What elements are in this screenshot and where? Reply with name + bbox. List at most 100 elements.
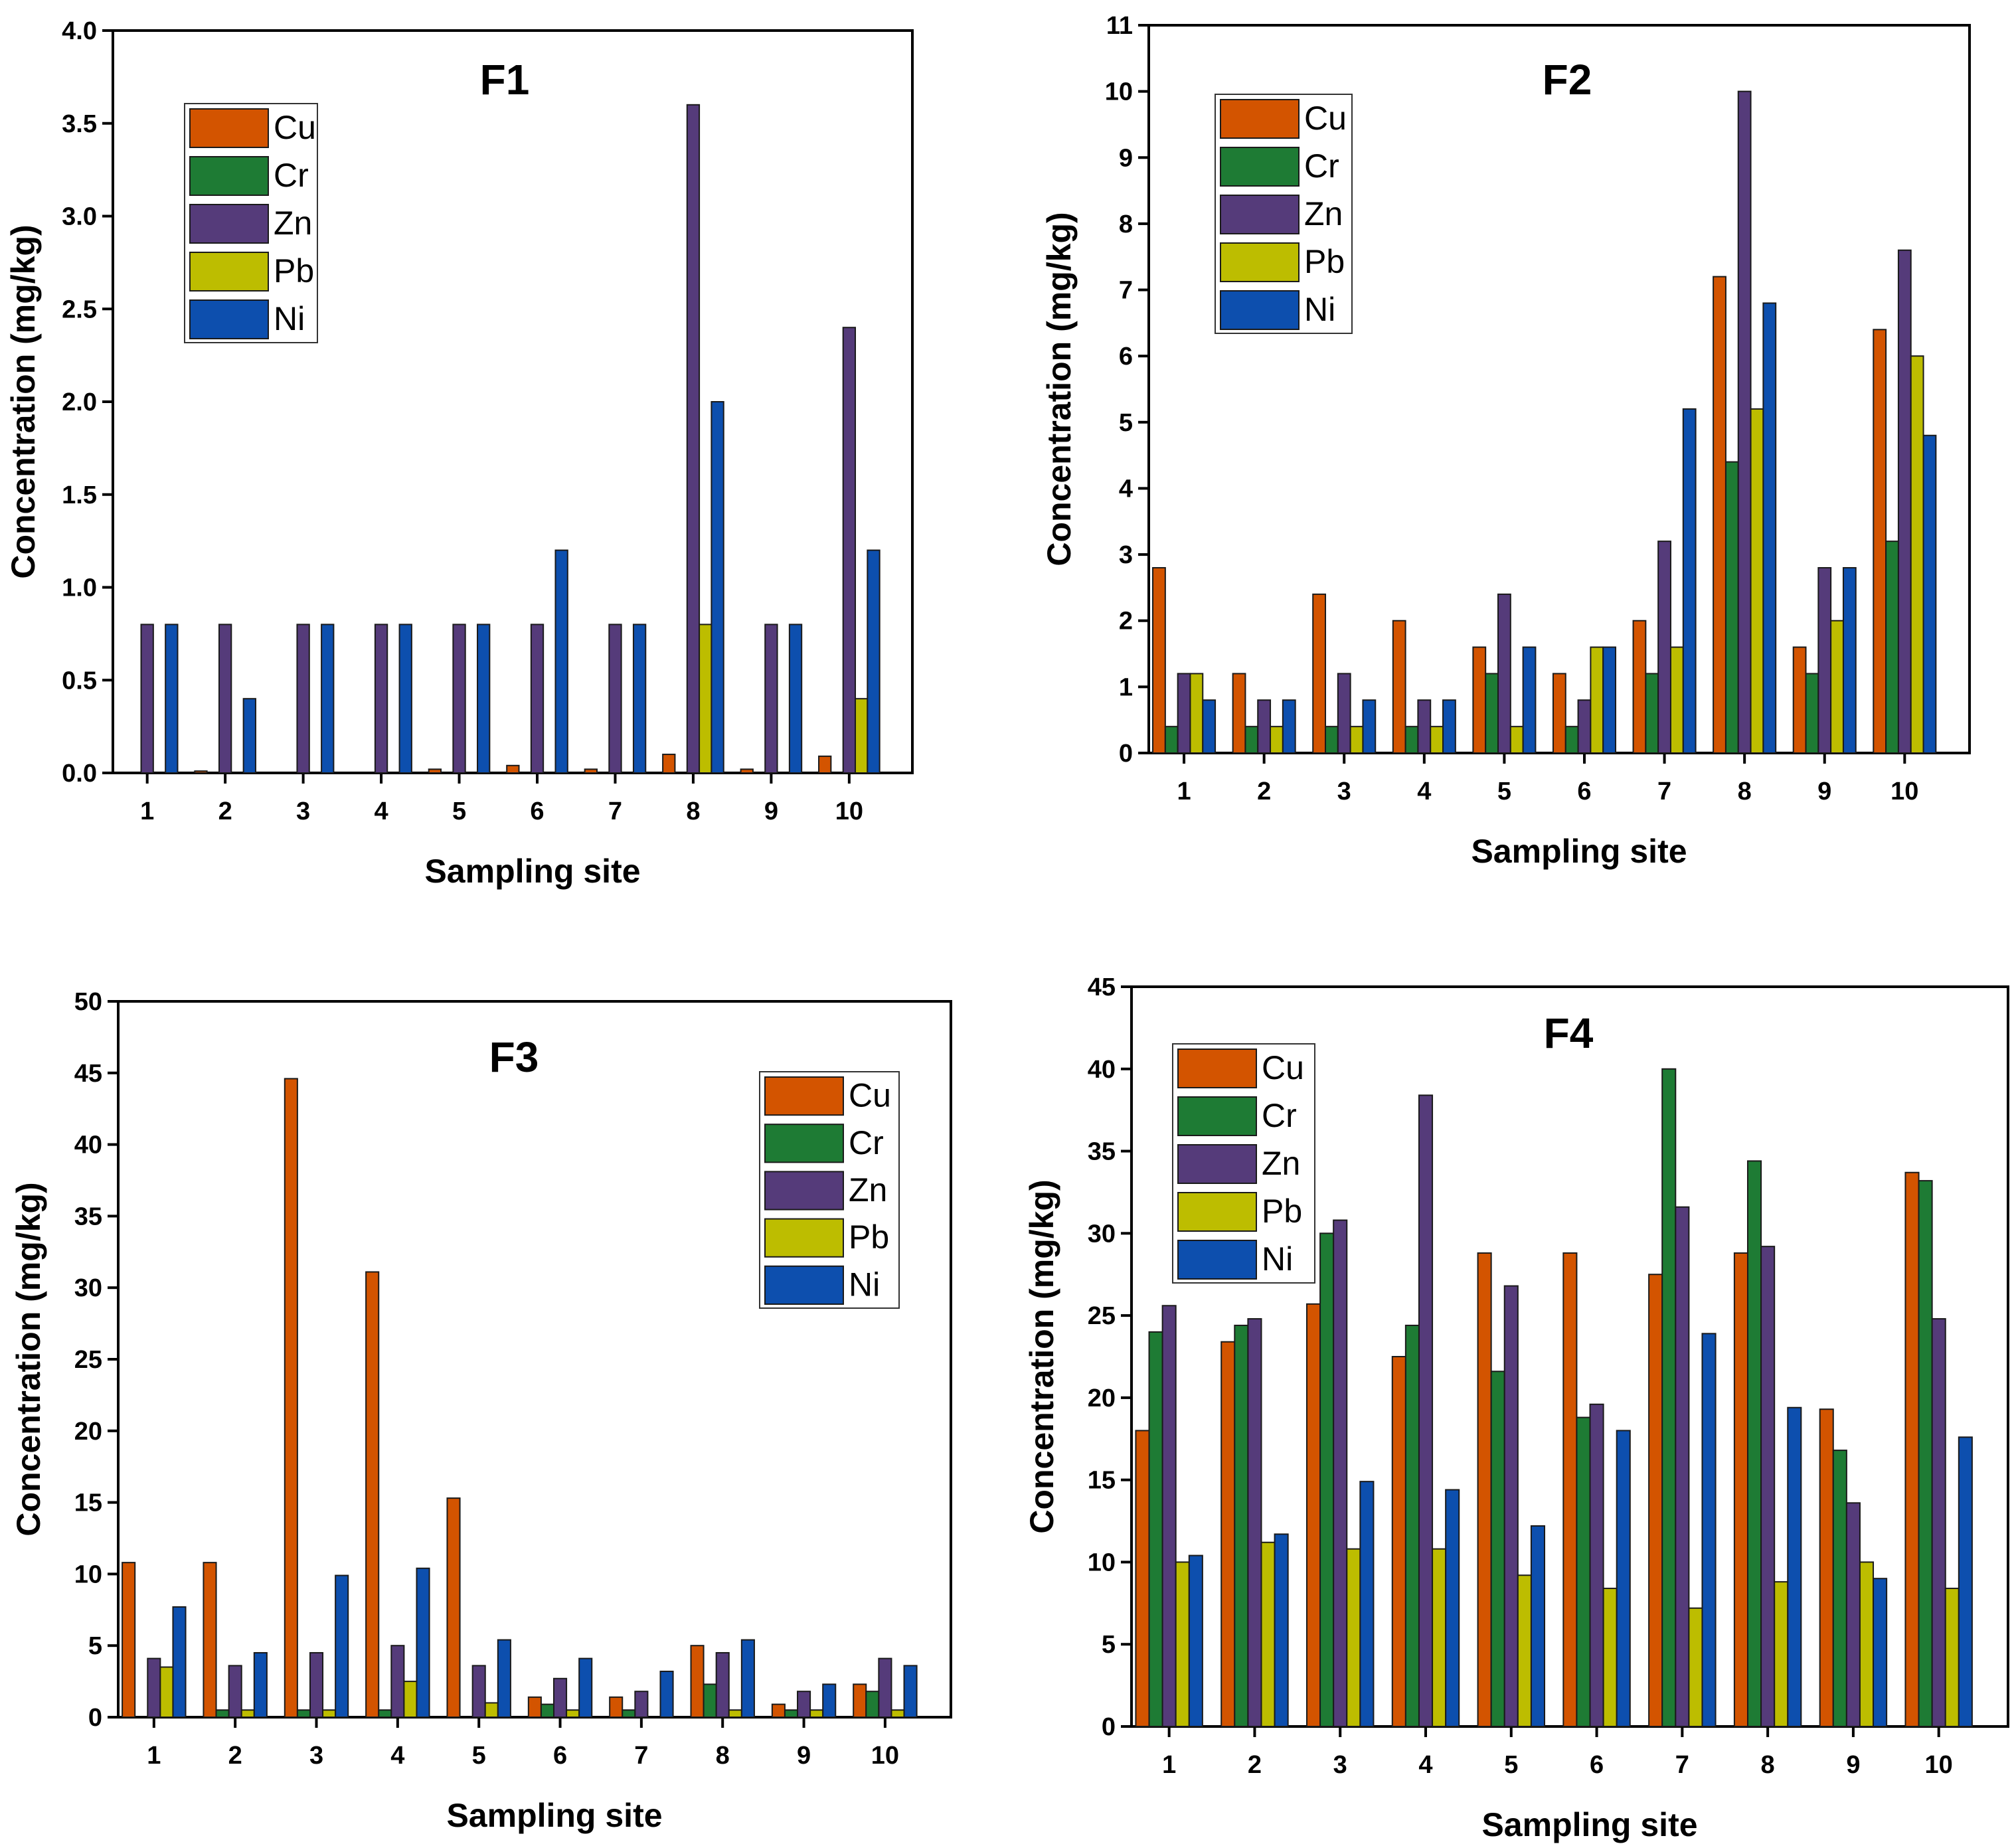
- y-tick-label: 8: [1119, 210, 1133, 238]
- bar-cr-site-2: [1234, 1324, 1249, 1728]
- x-tick-label: 3: [1337, 778, 1351, 805]
- bar-pb-site-6: [1590, 646, 1604, 754]
- bar-zn-site-4: [390, 1645, 405, 1718]
- x-tick-label: 9: [764, 797, 778, 825]
- bar-cr-site-9: [784, 1709, 799, 1718]
- bar-pb-site-5: [1517, 1574, 1532, 1727]
- bar-ni-site-4: [398, 624, 412, 774]
- legend-swatch-cu: [189, 108, 269, 148]
- bar-pb-site-10: [1910, 355, 1924, 754]
- bar-zn-site-8: [686, 104, 701, 774]
- x-axis-title: Sampling site: [446, 1797, 662, 1834]
- y-tick-label: 10: [1105, 78, 1133, 106]
- bar-cu-site-9: [740, 768, 754, 774]
- x-tick-label: 4: [390, 1742, 404, 1770]
- y-tick-label: 7: [1119, 277, 1133, 305]
- bar-cu-site-8: [1733, 1252, 1748, 1728]
- y-tick-label: 35: [1088, 1138, 1116, 1166]
- bar-zn-site-1: [1177, 673, 1191, 754]
- y-tick-label: 15: [1088, 1467, 1116, 1495]
- bar-cu-site-1: [1152, 567, 1166, 754]
- bar-cu-site-4: [365, 1271, 380, 1718]
- x-tick-label: 6: [530, 797, 544, 825]
- bar-pb-site-9: [809, 1709, 824, 1718]
- bar-zn-site-5: [471, 1665, 486, 1719]
- legend-swatch-pb: [1220, 242, 1300, 282]
- y-tick-label: 0: [1119, 740, 1133, 768]
- y-tick-label: 5: [1119, 409, 1133, 437]
- x-tick-label: 10: [871, 1742, 899, 1770]
- x-tick-label: 4: [375, 797, 388, 825]
- bar-ni-site-3: [321, 624, 335, 774]
- bar-ni-site-1: [1202, 699, 1217, 754]
- x-tick-label: 6: [553, 1742, 567, 1770]
- x-tick-label: 6: [1590, 1751, 1604, 1779]
- x-tick-label: 7: [1657, 778, 1671, 805]
- bar-ni-site-4: [1445, 1489, 1460, 1728]
- y-tick-label: 25: [1088, 1302, 1116, 1330]
- legend-swatch-cu: [1177, 1049, 1257, 1088]
- bar-cr-site-1: [1164, 726, 1179, 754]
- y-tick-label: 35: [74, 1203, 102, 1230]
- legend-swatch-ni: [189, 299, 269, 339]
- bar-pb-site-6: [1602, 1588, 1618, 1727]
- bar-cu-site-10: [1904, 1171, 1920, 1727]
- x-tick-label: 5: [472, 1742, 486, 1770]
- bar-pb-site-4: [1430, 726, 1444, 754]
- bar-pb-site-3: [1349, 726, 1364, 754]
- bar-zn-site-2: [228, 1665, 242, 1719]
- bar-ni-site-6: [554, 549, 568, 774]
- legend: Cu Cr Zn Pb Ni: [1172, 1043, 1315, 1284]
- legend-label-cu: Cu: [849, 1077, 891, 1114]
- x-axis-title: Sampling site: [1471, 833, 1687, 870]
- bar-cu-site-4: [1392, 620, 1406, 754]
- bar-ni-site-6: [578, 1657, 593, 1719]
- bar-ni-site-7: [1701, 1333, 1717, 1727]
- bar-zn-site-9: [1817, 567, 1832, 754]
- y-tick-label: 10: [1088, 1549, 1116, 1576]
- bar-zn-site-3: [1337, 673, 1351, 754]
- bar-zn-site-2: [1247, 1318, 1262, 1728]
- bar-zn-site-8: [1760, 1246, 1776, 1728]
- bar-cu-site-10: [1873, 329, 1887, 754]
- y-tick-label: 20: [1088, 1384, 1116, 1412]
- legend-label-cr: Cr: [1304, 147, 1339, 185]
- legend-swatch-zn: [1177, 1144, 1257, 1184]
- bar-cr-site-3: [1319, 1232, 1335, 1728]
- legend-label-zn: Zn: [849, 1171, 887, 1209]
- bar-cu-site-4: [1391, 1356, 1406, 1727]
- x-tick-label: 6: [1577, 778, 1591, 805]
- bar-ni-site-9: [1873, 1578, 1888, 1727]
- y-tick-label: 3: [1119, 541, 1133, 569]
- bar-ni-site-10: [1922, 434, 1937, 754]
- bar-ni-site-9: [788, 624, 803, 774]
- bar-cu-site-8: [662, 754, 676, 774]
- chart-f1: 0.0 0.5 1.0 1.5 2.0 2.5 3.0 3.5 4.0 1 2 3 4 5 6 7 8 9 10 F1…: [5, 17, 914, 890]
- bar-cr-site-7: [1645, 673, 1659, 754]
- legend-label-ni: Ni: [1304, 291, 1335, 328]
- bar-ni-site-4: [1442, 699, 1456, 754]
- bar-ni-site-2: [1274, 1533, 1289, 1728]
- bar-cu-site-10: [853, 1683, 867, 1719]
- legend-swatch-cu: [1220, 99, 1300, 139]
- legend-swatch-cr: [764, 1124, 844, 1163]
- y-tick-label: 30: [74, 1274, 102, 1302]
- y-tick-label: 45: [74, 1060, 102, 1088]
- bar-ni-site-6: [1602, 646, 1617, 754]
- bar-ni-site-6: [1616, 1430, 1631, 1727]
- x-tick-label: 1: [1162, 1751, 1176, 1779]
- bar-zn-site-4: [374, 624, 388, 774]
- x-tick-label: 8: [716, 1742, 730, 1770]
- bar-cr-site-6: [1564, 726, 1579, 754]
- bar-ni-site-3: [1362, 699, 1377, 754]
- y-tick-label: 9: [1119, 144, 1133, 172]
- bar-cu-site-6: [1552, 673, 1566, 754]
- y-tick-label: 20: [74, 1418, 102, 1446]
- bar-ni-site-1: [165, 624, 179, 774]
- bar-ni-site-10: [867, 549, 881, 774]
- bar-ni-site-8: [711, 401, 724, 774]
- legend-swatch-zn: [764, 1171, 844, 1211]
- bar-cu-site-2: [194, 770, 208, 774]
- bar-zn-site-10: [1931, 1318, 1946, 1728]
